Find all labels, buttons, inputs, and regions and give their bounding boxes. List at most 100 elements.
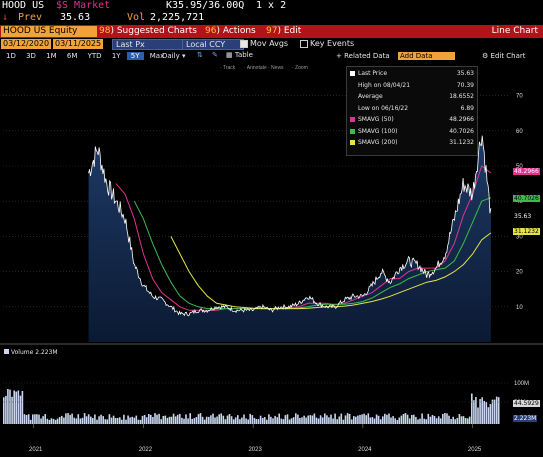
volume-bar <box>386 414 388 424</box>
legend-row[interactable]: Low on 06/16/22 6.89 <box>350 105 474 113</box>
chart-area[interactable]: · Track · Annotate· News · Zoom 10 20 30 40 50… <box>0 62 543 453</box>
volume-bar <box>245 418 247 424</box>
volume-bar <box>373 418 376 424</box>
add-data-input[interactable]: Add Data <box>398 52 455 60</box>
period-6m[interactable]: 6M <box>66 52 78 60</box>
legend-row[interactable]: SMAVG (200) 31.1232 <box>350 139 474 147</box>
volume-bar <box>462 416 465 424</box>
chart-type-title: Line Chart <box>491 26 538 36</box>
end-date-field[interactable]: 03/11/2025 <box>53 39 104 49</box>
key-events-toggle[interactable]: Key Events <box>300 39 354 48</box>
volume-bar <box>56 418 59 424</box>
volume-bar <box>313 413 316 424</box>
series-line-smavg-200- <box>170 232 492 310</box>
volume-bar <box>148 414 150 424</box>
volume-bar <box>301 417 303 424</box>
period-1m[interactable]: 1M <box>46 52 57 60</box>
volume-bar <box>411 415 413 424</box>
chart-style-icon[interactable]: ⇅ <box>197 51 203 59</box>
gridlines: 10 20 30 40 50 60 70 <box>0 94 543 345</box>
legend-row[interactable]: SMAVG (50) 48.2966 <box>350 116 474 124</box>
volume-bar <box>427 413 430 424</box>
volume-bar <box>350 419 353 424</box>
volume-bar <box>270 416 272 424</box>
period-max[interactable]: Max <box>149 52 165 60</box>
volume-bar <box>61 415 63 424</box>
volume-bar <box>121 419 123 424</box>
price-chart[interactable]: · Track · Annotate· News · Zoom 10 20 30 40 50… <box>0 62 543 453</box>
volume-bar <box>54 419 57 424</box>
volume-bar <box>423 418 425 424</box>
volume-bar <box>237 415 239 424</box>
y-tick-label: 70 <box>516 94 523 100</box>
volume-bar <box>5 395 7 424</box>
legend-row[interactable]: SMAVG (100) 40.7026 <box>350 128 474 136</box>
period-5y[interactable]: 5Y <box>126 52 144 60</box>
related-data-label: Related Data <box>344 52 390 60</box>
edit-menu[interactable]: 97) Edit <box>266 26 301 36</box>
volume-bar <box>23 414 26 424</box>
volume-bar <box>133 417 136 424</box>
volume-bar <box>216 416 218 424</box>
legend-row[interactable]: Average 18.6552 <box>350 93 474 101</box>
volume-bar <box>290 418 293 424</box>
volume-bar <box>220 413 222 424</box>
start-date-field[interactable]: 03/12/2020 <box>1 39 52 49</box>
volume-bar <box>106 419 109 424</box>
mov-avgs-toggle[interactable]: Mov Avgs <box>240 39 288 48</box>
series-lines <box>88 135 492 317</box>
volume-bar <box>137 419 140 424</box>
volume-bar <box>388 413 390 424</box>
volume-bar <box>379 419 382 424</box>
volume-bar <box>369 417 372 424</box>
y-tick-label: 20 <box>516 270 523 276</box>
volume-bar <box>458 414 461 424</box>
tool-track[interactable]: · Track <box>220 65 236 71</box>
chart-legend[interactable]: Last Price 35.63 High on 08/04/21 70.39 Aver… <box>346 66 478 156</box>
tool-annotate[interactable]: · Annotate <box>244 65 267 71</box>
volume-bar <box>340 413 343 424</box>
period-1y[interactable]: 1Y <box>111 52 121 60</box>
volume-bar <box>230 416 233 424</box>
edit-chart-label: Edit Chart <box>490 52 526 60</box>
volume-bar <box>247 419 249 424</box>
menu-number: 96 <box>205 26 217 36</box>
ticker-label[interactable]: HOOD US <box>2 0 45 11</box>
related-data-button[interactable]: + Related Data <box>336 52 390 60</box>
legend-row[interactable]: High on 08/04/21 70.39 <box>350 82 474 90</box>
volume-bar <box>431 415 434 424</box>
volume-bar <box>377 415 380 424</box>
volume-bar <box>63 417 65 424</box>
table-icon: ▦ <box>226 51 233 59</box>
tool-zoom[interactable]: · Zoom <box>292 65 308 71</box>
volume-bar <box>342 419 345 424</box>
currency-select[interactable]: Local CCY <box>182 39 244 50</box>
actions-menu[interactable]: 96) Actions <box>205 26 256 36</box>
period-ytd[interactable]: YTD <box>87 52 102 60</box>
volume-bar <box>168 416 171 424</box>
plus-icon: + <box>336 52 342 60</box>
volume-bar <box>332 418 334 424</box>
legend-label: SMAVG (100) <box>358 127 398 135</box>
volume-bar <box>334 413 336 424</box>
x-tick-label: 2025 <box>468 447 482 453</box>
security-field[interactable]: HOOD US Equity <box>1 26 97 37</box>
legend-swatch-icon <box>350 140 355 145</box>
frequency-select[interactable]: Daily ▾ <box>162 52 185 60</box>
period-1d[interactable]: 1D <box>6 52 16 60</box>
volume-bar <box>40 418 42 424</box>
table-button[interactable]: ▦ Table <box>226 51 253 59</box>
legend-row[interactable]: Last Price 35.63 <box>350 70 474 78</box>
suggested-charts-menu[interactable]: 98) Suggested Charts <box>99 26 197 36</box>
volume-bar <box>15 391 17 424</box>
menu-caret-icon: ) <box>110 26 114 36</box>
period-3d[interactable]: 3D <box>26 52 36 60</box>
volume-bar <box>295 413 297 424</box>
series-line-last-price <box>88 135 492 317</box>
draw-icon[interactable]: ✎ <box>212 51 218 59</box>
price-field-select[interactable]: Last Px <box>112 39 184 50</box>
volume-bar <box>36 414 38 424</box>
volume-bar <box>363 413 365 424</box>
edit-chart-button[interactable]: ⚙ Edit Chart <box>482 52 526 60</box>
tool-news[interactable]: · News <box>268 65 284 71</box>
